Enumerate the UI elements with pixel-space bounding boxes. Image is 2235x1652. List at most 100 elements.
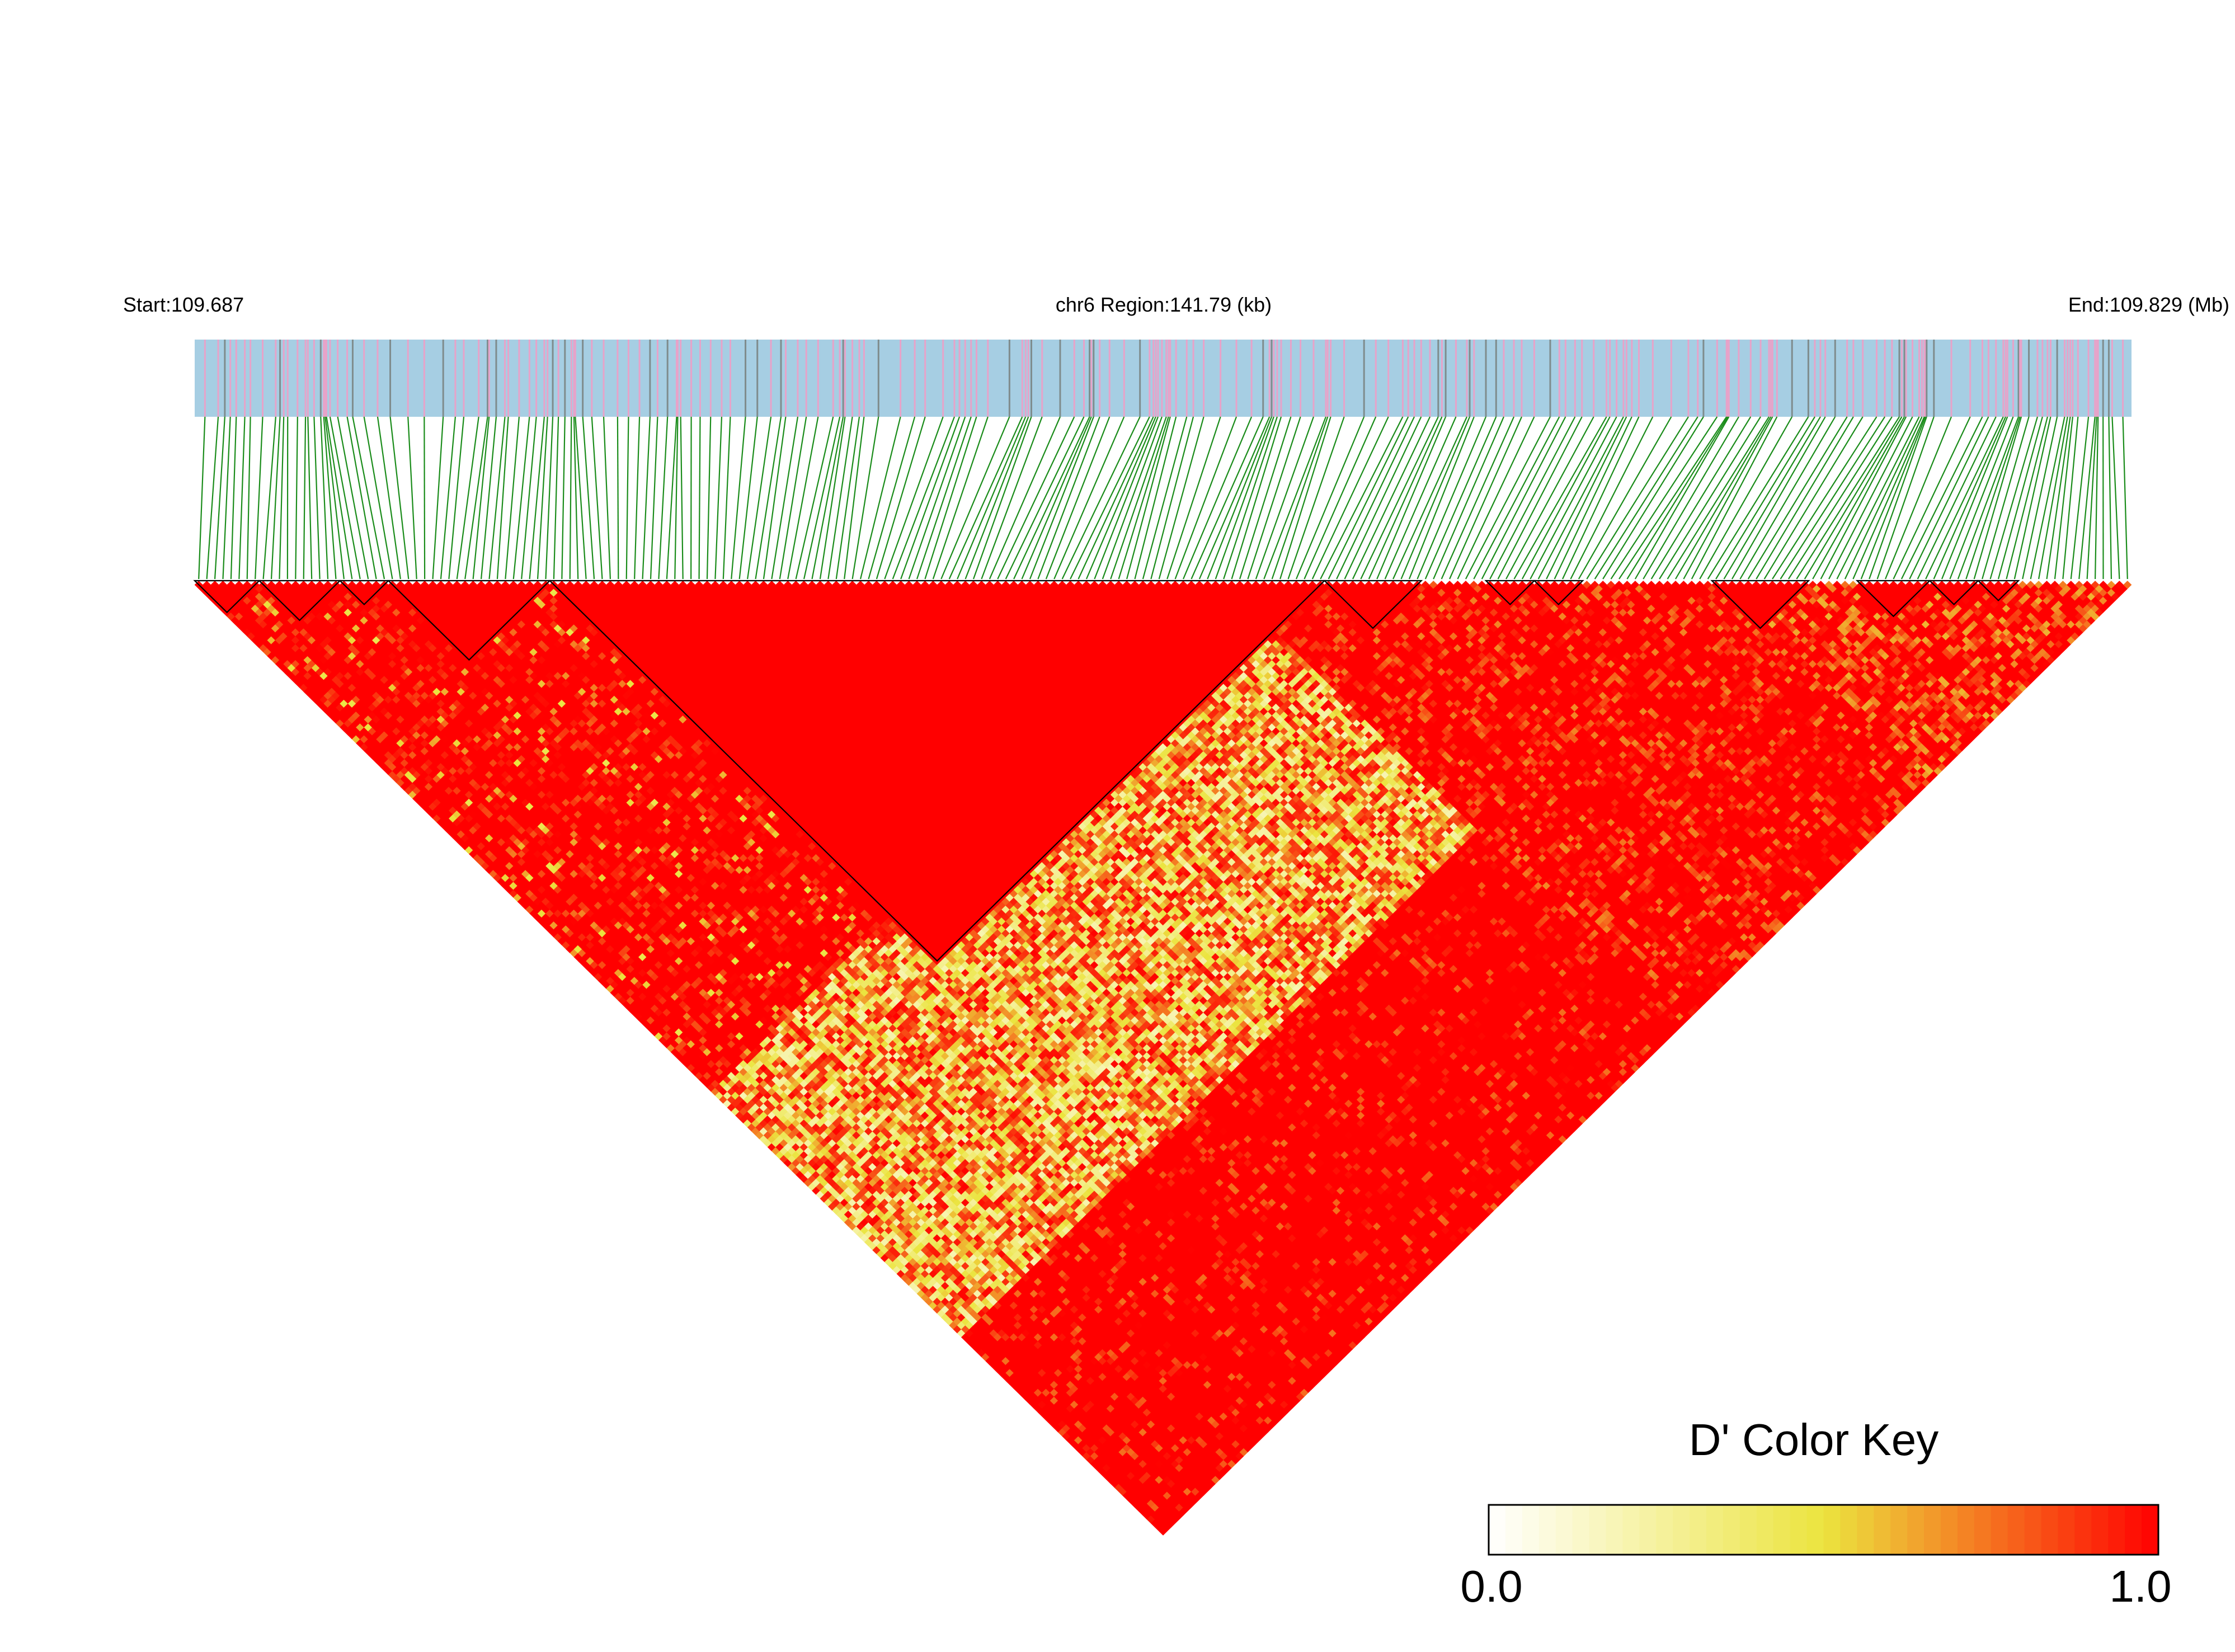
ld-cell [638, 1008, 647, 1017]
snp-connector [1562, 416, 1640, 580]
snp-position-track [195, 340, 2132, 417]
snp-connector [1183, 416, 1253, 580]
ld-cell [695, 1063, 704, 1072]
ld-cell [577, 949, 586, 958]
snp-connector [424, 416, 426, 580]
snp-connector [1707, 416, 1809, 580]
ld-cell [360, 743, 369, 752]
ld-cell [703, 1071, 712, 1080]
snp-connector [1537, 416, 1624, 580]
snp-connector [537, 416, 548, 580]
region-start-label: Start:109.687 [123, 293, 244, 316]
region-end-label: End:109.829 (Mb) [2068, 293, 2229, 316]
snp-connector [1384, 416, 1457, 580]
snp-connector [521, 416, 537, 580]
ld-cell [602, 980, 611, 989]
snp-connector [389, 416, 410, 580]
ld-cell [364, 747, 373, 756]
ld-cell [686, 1063, 695, 1072]
ld-cell [331, 715, 340, 724]
snp-connector [1626, 416, 1729, 580]
ld-cell [372, 747, 381, 756]
snp-connector [1215, 416, 1274, 580]
snp-connector [270, 416, 281, 580]
ld-cell [695, 1071, 704, 1080]
snp-connector [1223, 416, 1278, 580]
snp-connector [320, 416, 329, 580]
snp-connector [1441, 416, 1515, 580]
ld-cell [444, 826, 453, 835]
snp-connector [972, 416, 1032, 580]
snp-connector [512, 416, 530, 580]
snp-connector [771, 416, 799, 580]
ld-cell [513, 893, 522, 902]
snp-connector [1650, 416, 1752, 580]
snp-connector [313, 416, 321, 580]
snp-connector [1005, 416, 1085, 580]
ld-cell [759, 1127, 768, 1136]
ld-cell [590, 945, 599, 954]
snp-connector [1392, 416, 1468, 580]
snp-connector [1287, 416, 1345, 580]
snp-connector [1061, 416, 1141, 580]
ld-cell [658, 1012, 667, 1021]
ld-cell [610, 980, 619, 989]
ld-cell [690, 1067, 699, 1076]
snp-connector [2122, 416, 2128, 580]
ld-cell [707, 1060, 716, 1069]
snp-connector [1731, 416, 1826, 580]
snp-connector [755, 416, 782, 580]
ld-cell [449, 830, 458, 839]
snp-connector [868, 416, 916, 580]
snp-connector [1433, 416, 1504, 580]
ld-cell [711, 1071, 719, 1080]
ld-cell [868, 1242, 877, 1251]
ld-cell [602, 972, 611, 981]
ld-cell [654, 1008, 663, 1017]
snp-connector [997, 416, 1075, 580]
snp-connector [1836, 416, 1920, 580]
snp-connector [1852, 416, 1925, 580]
snp-connector [2108, 416, 2112, 580]
ld-cell [457, 830, 465, 839]
snp-connector [738, 416, 758, 580]
snp-connector [698, 416, 701, 580]
ld-cell [582, 953, 591, 962]
ld-cell [509, 889, 518, 898]
snp-connector [1941, 416, 2008, 580]
snp-connector [989, 416, 1061, 580]
ld-cell [384, 766, 393, 775]
ld-cell [699, 1060, 708, 1069]
snp-connector [1804, 416, 1903, 580]
snp-connector [1311, 416, 1389, 580]
snp-connector [1780, 416, 1886, 580]
ld-cell [469, 826, 478, 835]
snp-connector [1723, 416, 1821, 580]
ld-cell [287, 648, 296, 657]
snp-connector [884, 416, 944, 580]
ld-cell [557, 921, 566, 930]
snp-connector [1618, 416, 1728, 580]
ld-cell [937, 1301, 945, 1310]
ld-cell [690, 1060, 699, 1069]
ld-cell [227, 589, 236, 597]
snp-connector [329, 416, 361, 580]
snp-connector [2030, 416, 2065, 580]
ld-cell [549, 913, 558, 922]
snp-connector [1739, 416, 1836, 580]
ld-cell [432, 798, 441, 807]
ld-cell [323, 707, 332, 716]
snp-connector [1747, 416, 1848, 580]
snp-connector [1070, 416, 1150, 580]
snp-connector [666, 416, 677, 580]
snp-connector [1102, 416, 1163, 580]
ld-cell [368, 743, 377, 752]
ld-cell [251, 628, 260, 637]
ld-cell [683, 1036, 691, 1044]
ld-cell [557, 913, 566, 922]
ld-cell [234, 620, 243, 629]
snp-connector [496, 416, 509, 580]
snp-connector [591, 416, 603, 580]
ld-cell [255, 624, 264, 633]
snp-connector [2086, 416, 2097, 580]
